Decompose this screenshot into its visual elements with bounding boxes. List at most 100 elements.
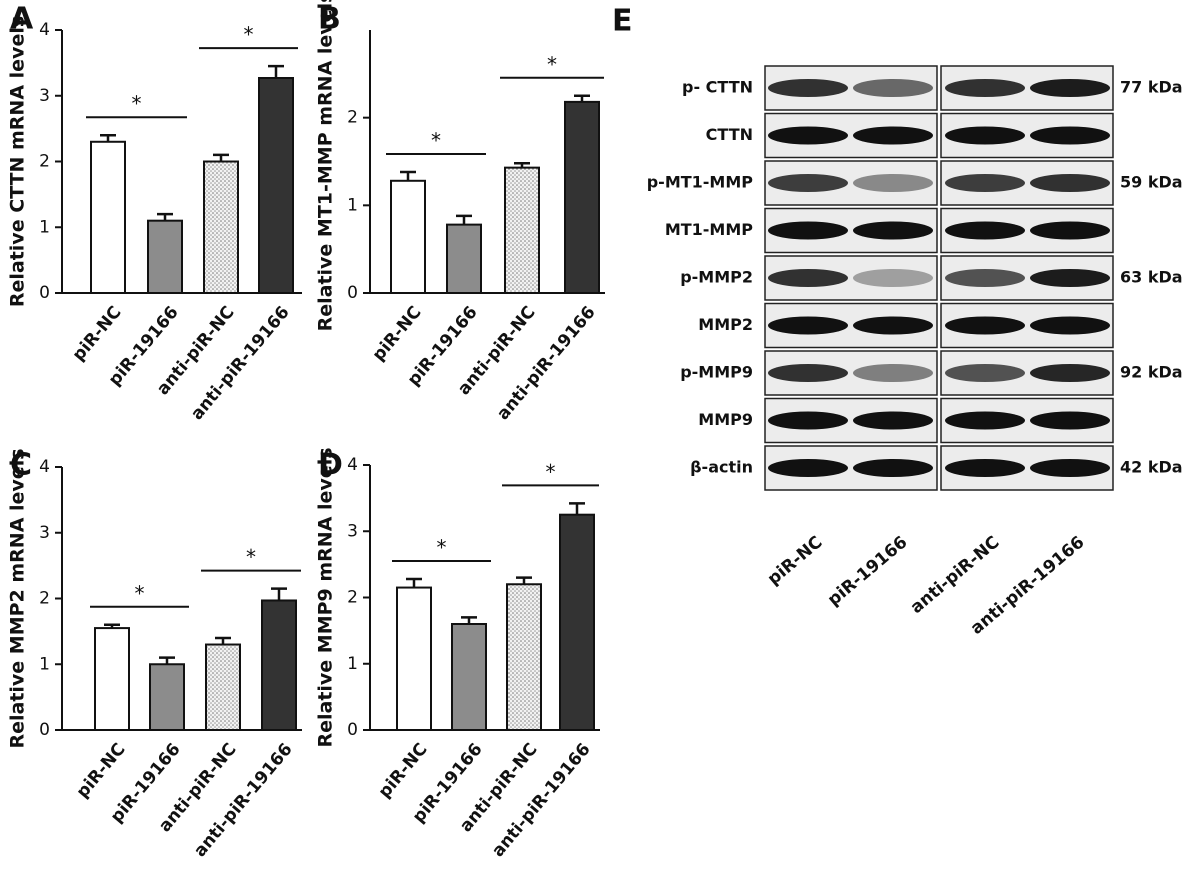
bar bbox=[90, 140, 126, 294]
bar bbox=[451, 623, 487, 731]
bar bbox=[149, 663, 185, 731]
lane-label: piR-NC bbox=[764, 532, 827, 589]
blot-row-label: CTTN bbox=[706, 125, 753, 144]
y-axis-label: Relative MMP9 mRNA levels bbox=[315, 447, 337, 747]
error-bar bbox=[100, 133, 116, 142]
significance-star: * bbox=[431, 129, 441, 153]
blot-band bbox=[853, 126, 933, 145]
blot-band bbox=[1030, 221, 1110, 240]
y-tick-label: 0 bbox=[39, 720, 50, 740]
bar bbox=[261, 599, 297, 731]
blot-band bbox=[1030, 174, 1110, 192]
y-axis-label: Relative MMP2 mRNA levels bbox=[7, 448, 29, 748]
y-tick-label: 4 bbox=[39, 457, 50, 477]
blot-band bbox=[768, 126, 848, 145]
significance-star: * bbox=[546, 460, 556, 484]
y-tick-label: 3 bbox=[39, 86, 50, 106]
blot-band bbox=[945, 126, 1025, 145]
blot-band bbox=[768, 316, 848, 335]
blot-band bbox=[768, 269, 848, 287]
blot-size-label: 42 kDa bbox=[1120, 458, 1183, 477]
blot-band bbox=[853, 411, 933, 430]
y-tick-label: 2 bbox=[347, 108, 358, 128]
significance-star: * bbox=[246, 545, 256, 569]
significance-star: * bbox=[437, 535, 447, 559]
blot-row-label: β-actin bbox=[690, 458, 753, 477]
blot-row-label: p-MMP9 bbox=[680, 363, 753, 382]
y-tick-label: 1 bbox=[39, 217, 50, 237]
y-tick-label: 1 bbox=[347, 195, 358, 215]
blot-band bbox=[945, 79, 1025, 97]
blot-row-label: p- CTTN bbox=[682, 78, 753, 97]
error-bar bbox=[159, 656, 175, 665]
bar bbox=[559, 513, 595, 731]
y-tick-label: 1 bbox=[347, 654, 358, 674]
blot-band bbox=[768, 221, 848, 240]
panel-label: C bbox=[10, 448, 32, 483]
blot-band bbox=[768, 364, 848, 382]
significance-star: * bbox=[244, 23, 254, 47]
panel-label: A bbox=[10, 2, 34, 37]
blot-band bbox=[768, 459, 848, 477]
lane-label: piR-19166 bbox=[824, 532, 911, 610]
blot-band bbox=[853, 221, 933, 240]
error-bar bbox=[569, 502, 585, 515]
error-bar bbox=[461, 616, 477, 624]
y-tick-label: 4 bbox=[347, 455, 358, 475]
panel-label: E bbox=[612, 4, 633, 39]
bar bbox=[203, 160, 239, 294]
error-bar bbox=[157, 212, 173, 221]
panel-label: D bbox=[318, 448, 343, 483]
error-bar bbox=[516, 576, 532, 585]
error-bar bbox=[456, 214, 472, 225]
blot-band bbox=[945, 411, 1025, 430]
blot-band bbox=[1030, 79, 1110, 97]
bar bbox=[446, 223, 482, 294]
blot-size-label: 59 kDa bbox=[1120, 173, 1183, 192]
y-tick-label: 0 bbox=[347, 720, 358, 740]
blot-band bbox=[1030, 459, 1110, 477]
bar bbox=[506, 583, 542, 731]
x-tick-label: piR-NC bbox=[69, 303, 126, 366]
bar bbox=[94, 627, 130, 732]
blot-band bbox=[853, 174, 933, 192]
blot-band bbox=[945, 269, 1025, 287]
blot-band bbox=[1030, 411, 1110, 430]
x-tick-label: anti-piR-19166 bbox=[187, 303, 294, 425]
blot-band bbox=[945, 459, 1025, 477]
y-tick-label: 4 bbox=[39, 20, 50, 40]
bar bbox=[396, 586, 432, 731]
y-tick-label: 2 bbox=[39, 152, 50, 172]
blot-size-label: 63 kDa bbox=[1120, 268, 1183, 287]
blot-band bbox=[945, 364, 1025, 382]
panel-label: B bbox=[318, 2, 341, 37]
error-bar bbox=[215, 636, 231, 645]
blot-band bbox=[768, 411, 848, 430]
blot-band bbox=[853, 459, 933, 477]
y-tick-label: 0 bbox=[39, 283, 50, 303]
y-tick-label: 3 bbox=[39, 523, 50, 543]
error-bar bbox=[400, 170, 416, 181]
bar bbox=[258, 76, 294, 294]
blot-band bbox=[1030, 126, 1110, 145]
blot-row-label: MMP2 bbox=[698, 315, 753, 334]
error-bar bbox=[271, 587, 287, 601]
blot-band bbox=[768, 174, 848, 192]
blot-row-label: MMP9 bbox=[698, 410, 753, 429]
blot-band bbox=[1030, 316, 1110, 335]
bar bbox=[564, 100, 600, 294]
x-tick-label: anti-piR-19166 bbox=[488, 740, 595, 862]
x-tick-label: piR-NC bbox=[73, 740, 130, 803]
error-bar bbox=[213, 153, 229, 162]
blot-band bbox=[945, 221, 1025, 240]
error-bar bbox=[406, 577, 422, 588]
bar bbox=[205, 643, 241, 732]
y-tick-label: 3 bbox=[347, 521, 358, 541]
significance-star: * bbox=[547, 52, 557, 76]
blot-band bbox=[853, 269, 933, 287]
error-bar bbox=[574, 94, 590, 102]
blot-band bbox=[853, 79, 933, 97]
blot-band bbox=[945, 174, 1025, 192]
blot-size-label: 92 kDa bbox=[1120, 363, 1183, 382]
